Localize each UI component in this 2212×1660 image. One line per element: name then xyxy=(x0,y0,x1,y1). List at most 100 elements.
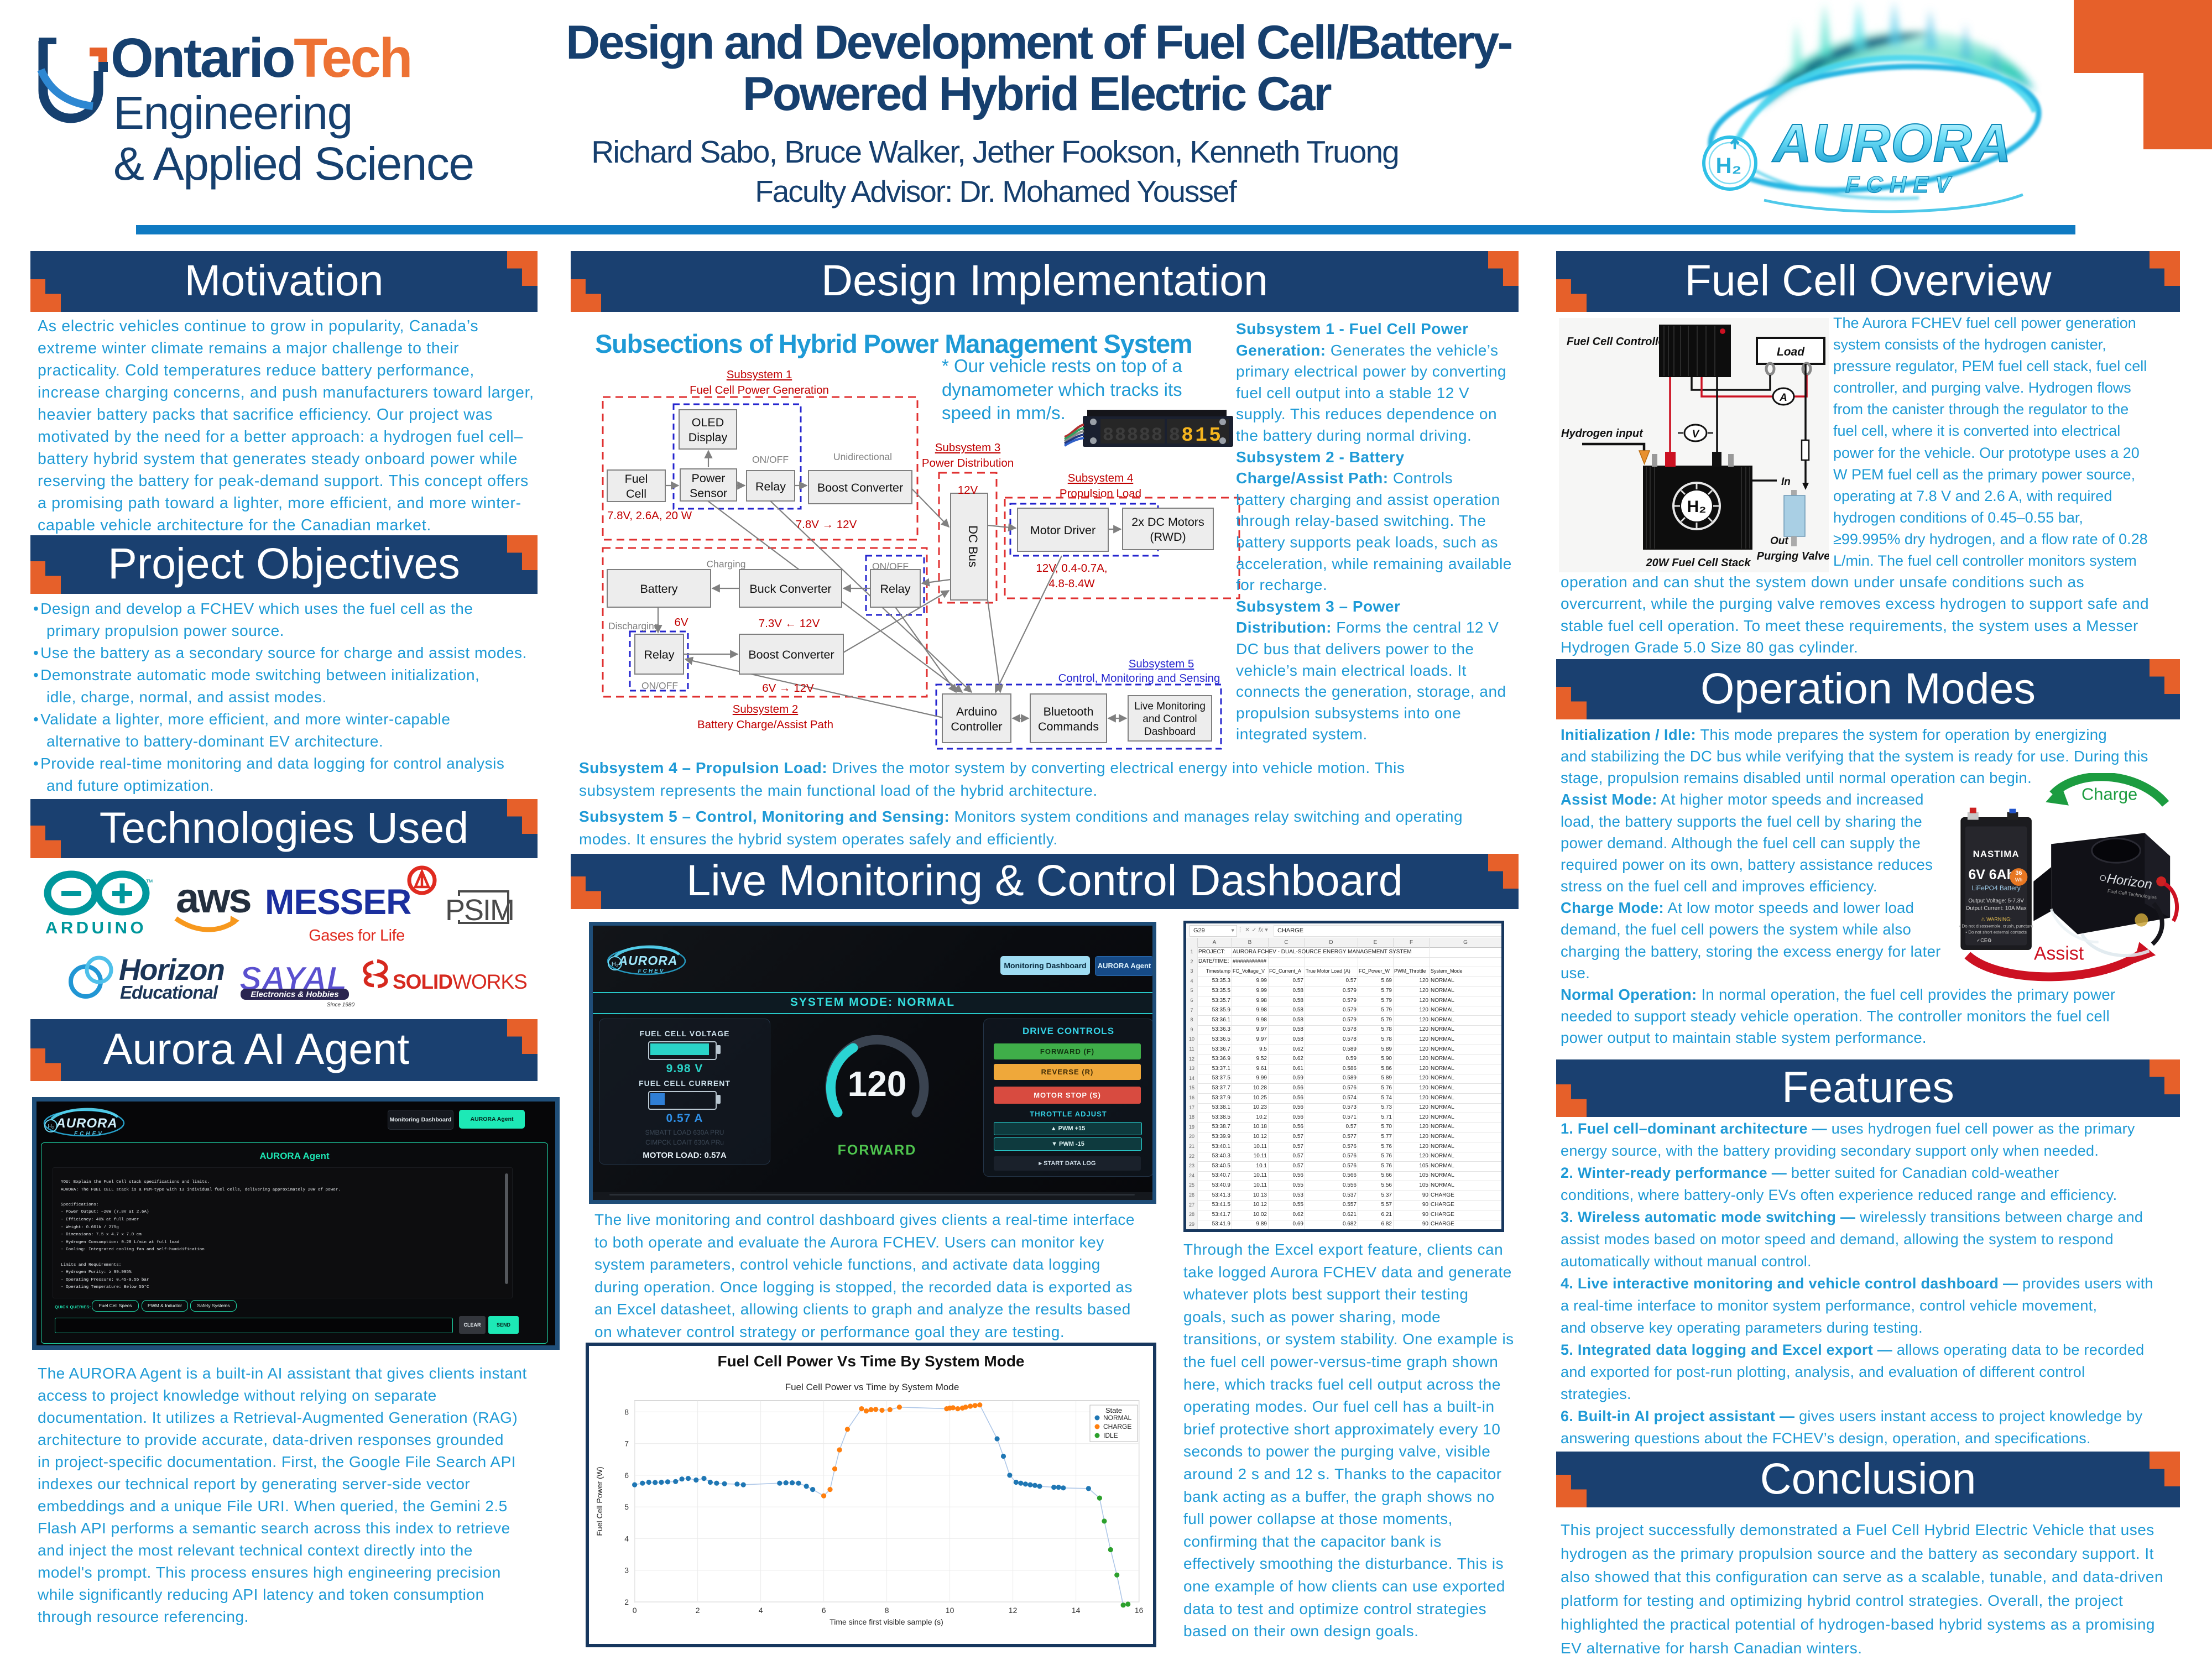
svg-text:Discharging: Discharging xyxy=(608,620,659,631)
svg-text:Boost Converter: Boost Converter xyxy=(817,481,903,494)
svg-text:ON/OFF: ON/OFF xyxy=(752,454,789,465)
svg-text:aws: aws xyxy=(176,875,251,922)
svg-text:Fuel Cell Power vs Time by Sys: Fuel Cell Power vs Time by System Mode xyxy=(785,1382,959,1392)
svg-text:and Control: and Control xyxy=(1142,713,1197,725)
svg-text:Unidirectional: Unidirectional xyxy=(833,451,892,462)
svg-text:6: 6 xyxy=(624,1471,629,1480)
svg-text:8: 8 xyxy=(624,1407,629,1416)
svg-text:7.3V ← 12V: 7.3V ← 12V xyxy=(759,617,820,630)
svg-text:State: State xyxy=(1105,1406,1122,1414)
svg-text:AURORA: AURORA xyxy=(55,1116,117,1131)
svg-text:H₂: H₂ xyxy=(1716,154,1742,178)
svg-text:H₂: H₂ xyxy=(48,1124,54,1130)
svg-text:NASTIMA: NASTIMA xyxy=(1973,849,2020,859)
svg-text:Fuel Cell Power Generation: Fuel Cell Power Generation xyxy=(690,384,829,396)
svg-text:IDLE: IDLE xyxy=(1103,1432,1118,1439)
svg-text:Live Monitoring: Live Monitoring xyxy=(1134,701,1206,712)
svg-text:7.8V, 2.6A, 20 W: 7.8V, 2.6A, 20 W xyxy=(607,509,692,522)
svg-text:Output Voltage: 5-7.3V: Output Voltage: 5-7.3V xyxy=(1968,898,2024,904)
svg-text:Charging: Charging xyxy=(706,558,745,570)
svg-text:Purging Valve: Purging Valve xyxy=(1757,550,1829,562)
svg-text:Subsystem 5: Subsystem 5 xyxy=(1129,657,1194,670)
svg-text:20W Fuel Cell Stack: 20W Fuel Cell Stack xyxy=(1646,557,1751,569)
svg-text:H₂: H₂ xyxy=(1687,498,1707,516)
svg-text:Motor Driver: Motor Driver xyxy=(1030,524,1095,537)
svg-text:Relay: Relay xyxy=(880,582,911,596)
svg-text:14: 14 xyxy=(1072,1606,1081,1615)
svg-text:Load: Load xyxy=(1777,346,1805,358)
svg-text:Educational: Educational xyxy=(120,982,218,1003)
svg-text:8: 8 xyxy=(885,1606,889,1615)
svg-text:Time since first visible sampl: Time since first visible sample (s) xyxy=(830,1617,943,1626)
svg-text:FCHEV: FCHEV xyxy=(1845,171,1957,197)
svg-text:Relay: Relay xyxy=(644,648,675,661)
svg-text:SOLIDWORKS: SOLIDWORKS xyxy=(393,970,527,993)
svg-text:16: 16 xyxy=(1135,1606,1144,1615)
svg-text:Power Distribution: Power Distribution xyxy=(922,457,1014,469)
svg-text:6V → 12V: 6V → 12V xyxy=(762,682,814,695)
svg-text:Battery: Battery xyxy=(640,582,677,596)
svg-text:• Do not short external contac: • Do not short external contacts xyxy=(1965,930,2027,935)
svg-text:Out: Out xyxy=(1770,535,1788,547)
svg-text:Fuel Cell Controller: Fuel Cell Controller xyxy=(1567,336,1670,348)
svg-text:Wh: Wh xyxy=(2015,877,2022,883)
svg-text:Commands: Commands xyxy=(1038,720,1099,733)
svg-text:CHARGE: CHARGE xyxy=(1103,1423,1131,1431)
svg-text:Battery Charge/Assist Path: Battery Charge/Assist Path xyxy=(697,718,833,731)
svg-text:36: 36 xyxy=(2015,870,2022,876)
svg-text:FCHEV: FCHEV xyxy=(638,968,665,974)
svg-text:✓CE♻: ✓CE♻ xyxy=(1976,937,1992,943)
svg-text:FCHEV: FCHEV xyxy=(74,1131,104,1137)
svg-text:Hydrogen input: Hydrogen input xyxy=(1561,427,1644,440)
svg-text:Power: Power xyxy=(692,472,726,485)
svg-text:Subsystem 3: Subsystem 3 xyxy=(935,441,1001,454)
svg-text:1: 1 xyxy=(1195,424,1207,447)
svg-text:2: 2 xyxy=(696,1606,700,1615)
svg-text:H₂: H₂ xyxy=(612,961,618,968)
svg-text:⚠ WARNING:: ⚠ WARNING: xyxy=(1981,917,2012,922)
svg-text:™: ™ xyxy=(145,878,153,886)
svg-text:AURORA: AURORA xyxy=(1772,113,2012,173)
svg-text:Dashboard: Dashboard xyxy=(1144,726,1196,738)
svg-text:Sensor: Sensor xyxy=(690,487,727,500)
svg-text:8: 8 xyxy=(1103,425,1114,446)
svg-text:NORMAL: NORMAL xyxy=(1103,1414,1132,1422)
svg-text:10: 10 xyxy=(946,1606,954,1615)
svg-text:DC Bus: DC Bus xyxy=(966,525,980,567)
svg-text:Gases for Life: Gases for Life xyxy=(309,927,405,944)
svg-text:• Do not disassemble, crush, p: • Do not disassemble, crush, puncture xyxy=(1959,924,2034,929)
svg-text:(RWD): (RWD) xyxy=(1150,530,1186,544)
svg-text:Buck Converter: Buck Converter xyxy=(749,582,831,596)
svg-text:8: 8 xyxy=(1151,425,1162,446)
svg-text:Subsystem 4: Subsystem 4 xyxy=(1068,472,1134,484)
svg-text:In: In xyxy=(1781,476,1791,488)
svg-text:2x DC Motors: 2x DC Motors xyxy=(1131,515,1204,529)
svg-text:ON/OFF: ON/OFF xyxy=(872,561,909,572)
svg-text:6V: 6V xyxy=(674,616,688,629)
svg-text:Assist: Assist xyxy=(2034,943,2084,964)
svg-text:Display: Display xyxy=(688,431,728,444)
svg-text:V: V xyxy=(1692,429,1700,440)
svg-text:4: 4 xyxy=(759,1606,763,1615)
svg-text:5: 5 xyxy=(624,1502,629,1511)
svg-text:Cell: Cell xyxy=(626,487,646,500)
svg-text:7.8V → 12V: 7.8V → 12V xyxy=(796,518,857,531)
svg-text:4: 4 xyxy=(624,1534,629,1543)
svg-text:ARDUINO: ARDUINO xyxy=(45,918,147,937)
svg-text:ON/OFF: ON/OFF xyxy=(641,680,678,691)
svg-text:A: A xyxy=(1779,392,1787,404)
svg-text:Subsystem 2: Subsystem 2 xyxy=(733,703,799,716)
svg-text:Charge: Charge xyxy=(2081,785,2137,804)
svg-text:Arduino: Arduino xyxy=(956,705,997,718)
svg-text:Control, Monitoring and Sensin: Control, Monitoring and Sensing xyxy=(1058,672,1220,685)
svg-text:Controller: Controller xyxy=(951,720,1002,733)
svg-text:Propulsion Load: Propulsion Load xyxy=(1060,487,1141,500)
svg-text:5: 5 xyxy=(1209,424,1221,447)
svg-text:8: 8 xyxy=(1139,425,1150,446)
svg-text:3: 3 xyxy=(624,1566,629,1575)
svg-text:OLED: OLED xyxy=(692,416,724,429)
svg-text:7: 7 xyxy=(624,1439,629,1448)
svg-text:8: 8 xyxy=(1115,425,1126,446)
svg-text:Bluetooth: Bluetooth xyxy=(1044,705,1094,718)
svg-text:Fuel Cell Power (W): Fuel Cell Power (W) xyxy=(595,1466,604,1536)
